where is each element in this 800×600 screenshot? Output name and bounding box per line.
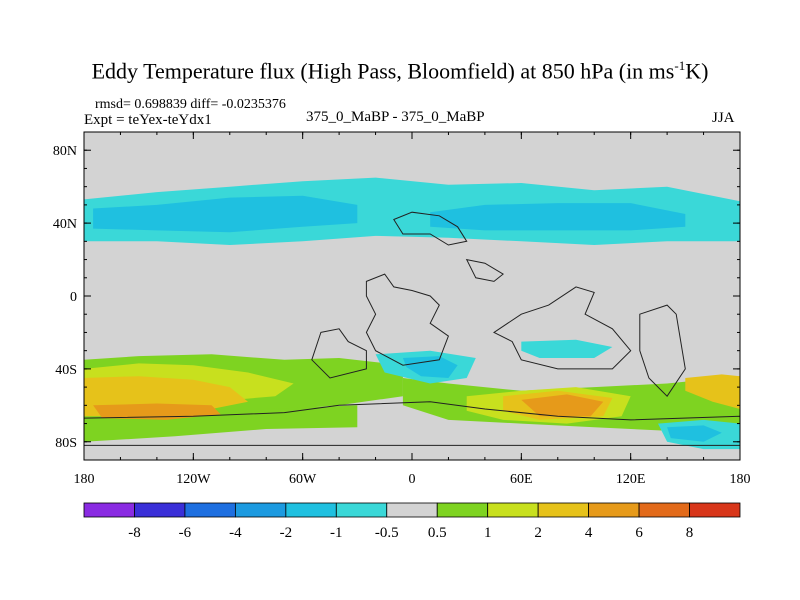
contour-region-sh-dark-orange-east — [521, 394, 604, 417]
comparison-label: 375_0_MaBP - 375_0_MaBP — [306, 109, 485, 125]
colorbar-label: 8 — [686, 525, 694, 541]
colorbar-bin — [134, 502, 186, 518]
y-axis: 80N 40N 0 40S 80S — [53, 144, 740, 451]
colorbar-label: -0.5 — [375, 525, 399, 541]
colorbar-label: 2 — [534, 525, 542, 541]
colorbar-bin — [234, 502, 287, 518]
land-outline-continent-east-central — [493, 286, 632, 370]
colorbar-label: -8 — [128, 525, 141, 541]
land-outline-island-northeast — [465, 258, 504, 282]
experiment-label: Expt = teYex-teYdx1 — [84, 112, 212, 128]
season-label: JJA — [712, 110, 735, 126]
contour-region-sh-cyan-indian — [521, 339, 613, 358]
land-outline-continent-north-island — [393, 211, 468, 246]
x-tick-label: 120W — [176, 472, 211, 487]
colorbar-bin — [285, 502, 337, 518]
colorbar-bin — [436, 502, 489, 518]
land-outline-continent-west-arm — [311, 328, 367, 379]
colorbar-label: -4 — [229, 525, 242, 541]
colorbar-bin — [588, 502, 640, 518]
colorbar-bin — [335, 502, 388, 518]
colorbar-bin — [689, 502, 741, 518]
colorbar-label: -6 — [179, 525, 192, 541]
colorbar-bin — [638, 502, 690, 518]
rmsd-stats: rmsd= 0.698839 diff= -0.0235376 — [95, 97, 286, 112]
x-tick-label: 180 — [730, 472, 751, 487]
x-tick-label: 120E — [616, 472, 646, 487]
contour-region-nh-core-1 — [93, 195, 358, 233]
x-tick-label: 60E — [510, 472, 533, 487]
land-outlines — [84, 211, 740, 446]
colorbar-bin — [184, 502, 236, 518]
colorbar-label: -2 — [280, 525, 293, 541]
contour-region-sh-blue-atlantic — [402, 356, 458, 378]
colorbar-bin — [83, 502, 135, 518]
colorbar-label: 4 — [585, 525, 593, 541]
contour-region-sh-dark-orange-west — [93, 403, 221, 420]
land-outline-continent-east-block — [639, 304, 686, 397]
y-tick-label: 0 — [70, 290, 77, 305]
y-tick-label: 40S — [55, 363, 77, 378]
x-tick-label: 60W — [289, 472, 317, 487]
contour-region-sh-orange-east-far — [685, 374, 740, 409]
colorbar-bin — [487, 502, 539, 518]
x-axis: 180 120W 60W 0 60E 120E 180 — [74, 132, 751, 487]
colorbar-label: 1 — [484, 525, 492, 541]
colorbar-bin — [386, 502, 438, 518]
land-outline-continent-center — [365, 273, 450, 366]
contour-region-sh-blue-east — [667, 425, 722, 442]
colorbar: -8 -6 -4 -2 -1 -0.5 0.5 1 2 4 6 8 — [83, 502, 741, 541]
x-tick-label: 180 — [74, 472, 95, 487]
y-tick-label: 80N — [53, 144, 77, 159]
y-tick-label: 40N — [53, 217, 77, 232]
contour-region-nh-core-2 — [430, 203, 686, 231]
colorbar-label: 0.5 — [428, 525, 447, 541]
y-tick-label: 80S — [55, 436, 77, 451]
colorbar-label: 6 — [635, 525, 643, 541]
x-tick-label: 0 — [409, 472, 416, 487]
map-title: Eddy Temperature flux (High Pass, Bloomf… — [91, 58, 709, 84]
land-outline-continent-south-strip — [84, 401, 740, 446]
contour-regions — [84, 177, 740, 450]
colorbar-label: -1 — [330, 525, 343, 541]
colorbar-bin — [537, 502, 590, 518]
